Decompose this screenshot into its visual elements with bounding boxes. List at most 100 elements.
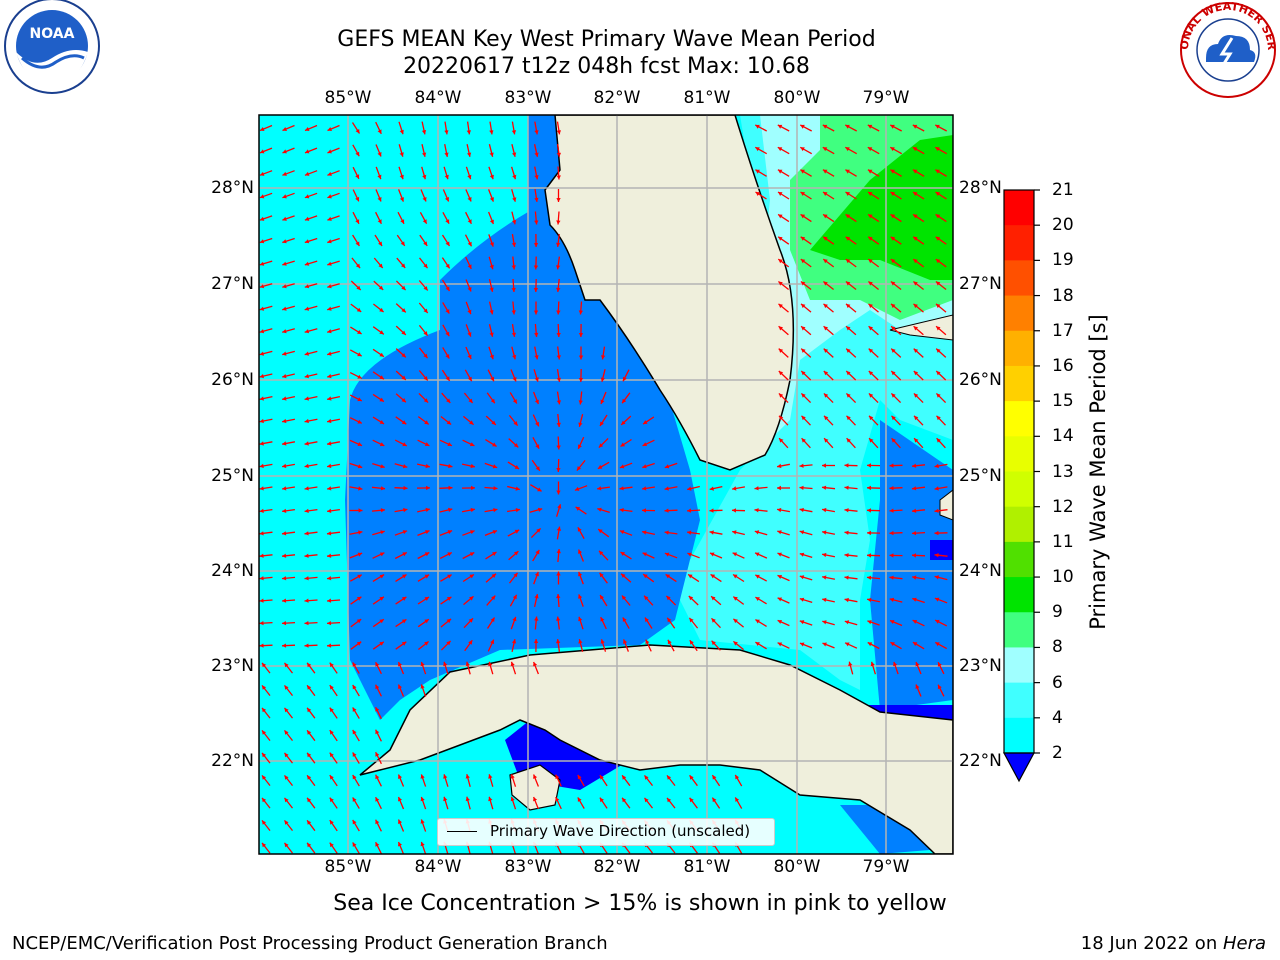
wave-arrow-head (845, 259, 851, 264)
wave-arrow-head (304, 194, 310, 199)
wave-arrow-head (868, 348, 874, 353)
wave-arrow-head (327, 284, 332, 289)
wave-arrow-head (403, 485, 408, 491)
wave-arrow-head (420, 774, 425, 779)
colorbar-tick-label: 4 (1052, 707, 1063, 728)
wave-arrow-head (282, 171, 287, 176)
wave-arrow-head (619, 486, 624, 491)
wave-arrow-head (733, 641, 738, 646)
colorbar-segment (1004, 541, 1034, 578)
wave-arrow-head (327, 576, 332, 581)
lat-label-right: 23°N (959, 656, 1002, 676)
wave-arrow-head (709, 508, 714, 513)
wave-arrow-head (597, 486, 602, 491)
wave-arrow-head (447, 530, 453, 535)
wave-arrow-head (890, 169, 895, 174)
wave-arrow-head (282, 598, 287, 603)
wave-arrow-head (534, 130, 539, 135)
wave-arrow-head (259, 486, 264, 491)
wave-arrow-head (689, 775, 694, 780)
wave-arrow-head (667, 775, 672, 780)
wave-arrow-head (778, 259, 783, 264)
wave-arrow-head (913, 348, 919, 353)
wave-arrow-head (305, 127, 310, 131)
wave-arrow-head (423, 353, 428, 359)
wave-arrow-head (869, 438, 874, 443)
wave-arrow-head (282, 463, 287, 469)
lat-label-left: 26°N (211, 370, 254, 390)
wave-arrow-head (799, 485, 804, 490)
wave-arrow-head (352, 842, 357, 847)
wave-arrow-head (801, 438, 806, 443)
land-isle-of-youth (509, 764, 561, 811)
wave-arrow-head (375, 684, 380, 690)
wave-arrow-head (304, 329, 310, 334)
wave-arrow-head (445, 286, 450, 291)
wave-arrow-head (282, 284, 287, 289)
wave-arrow-head (402, 596, 407, 601)
wave-arrow-head (304, 171, 310, 176)
wave-arrow-head (282, 351, 287, 356)
wave-arrow-head (823, 303, 828, 309)
wave-arrow-head (448, 463, 453, 469)
wave-arrow-head (378, 263, 383, 268)
wave-arrow-head (823, 192, 828, 196)
wave-arrow-head (304, 418, 309, 424)
wave-arrow-head (282, 194, 287, 199)
colorbar-tick-label: 11 (1052, 531, 1074, 552)
wave-arrow-head (709, 486, 714, 491)
wave-arrow-head (867, 124, 873, 129)
wave-arrow-head (424, 597, 429, 601)
wave-arrow-head (822, 642, 827, 647)
wave-arrow-head (467, 309, 472, 315)
wave-arrow-head (445, 241, 450, 246)
wave-arrow-head (755, 124, 760, 129)
wave-arrow-head (556, 616, 561, 621)
wave-arrow-head (533, 243, 539, 247)
wave-arrow-head (401, 285, 406, 291)
wave-arrow-head (688, 574, 693, 579)
wave-arrow-head (282, 531, 287, 536)
wave-arrow-head (424, 619, 429, 624)
wave-arrow-head (867, 169, 873, 174)
wave-arrow-head (304, 216, 310, 221)
wave-arrow-head (533, 310, 539, 315)
wave-arrow-head (556, 130, 561, 135)
wave-arrow-head (912, 531, 917, 536)
wave-arrow-head (534, 594, 539, 599)
wave-arrow-head (642, 442, 648, 446)
colorbar-segment (1004, 506, 1034, 543)
wave-arrow-head (846, 348, 851, 353)
wave-arrow-head (687, 508, 692, 513)
wave-arrow-head (777, 147, 783, 152)
wave-arrow-head (600, 595, 604, 600)
wave-arrow-head (779, 438, 784, 443)
wave-arrow-head (912, 575, 917, 580)
wave-arrow-head (329, 842, 334, 848)
wave-arrow-head (800, 124, 805, 129)
wave-arrow-head (912, 124, 918, 129)
wave-arrow-head (643, 574, 648, 579)
wave-arrow-head (512, 616, 517, 622)
lat-label-left: 25°N (211, 466, 254, 486)
wave-arrow-head (259, 396, 264, 401)
wave-arrow-head (259, 306, 265, 311)
wave-arrow-head (914, 438, 919, 443)
wave-arrow-head (304, 553, 309, 558)
wave-arrow-head (425, 530, 430, 535)
wave-arrow-head (536, 528, 541, 533)
lat-label-right: 24°N (959, 561, 1002, 581)
wave-arrow-head (823, 214, 828, 219)
wave-arrow-head (664, 486, 669, 491)
lon-label-top: 80°W (773, 88, 821, 108)
footer-host: Hera (1222, 933, 1266, 954)
wave-arrow-head (259, 261, 265, 266)
wave-arrow-head (467, 354, 472, 359)
wave-arrow-head (489, 354, 494, 360)
wave-arrow-head (846, 438, 851, 443)
colorbar-title: Primary Wave Mean Period [s] (1086, 314, 1110, 630)
wave-arrow-head (644, 595, 649, 601)
wave-arrow-head (869, 415, 874, 421)
colorbar-segment (1004, 260, 1034, 297)
wave-arrow-head (355, 151, 360, 157)
